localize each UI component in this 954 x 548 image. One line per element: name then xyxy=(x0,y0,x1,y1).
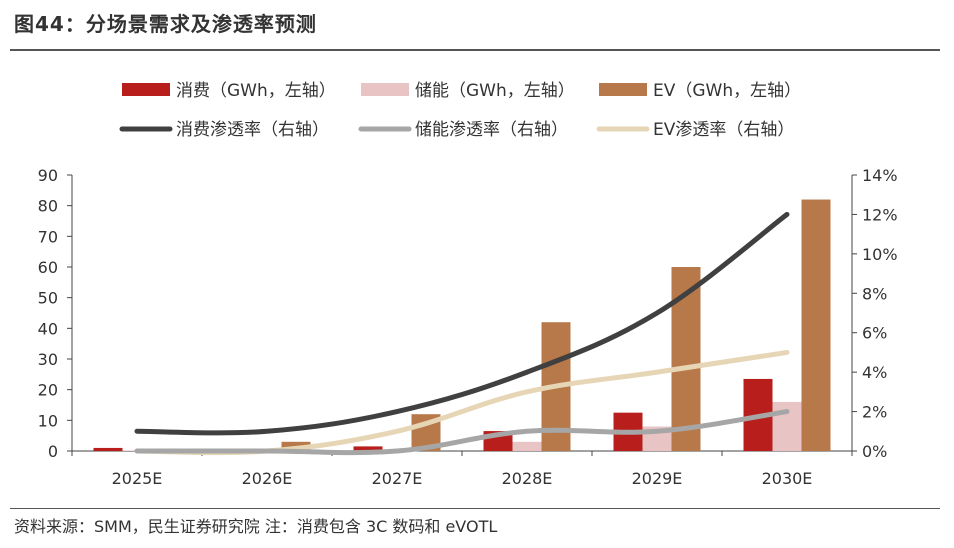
y-tick-label-right: 8% xyxy=(862,284,887,303)
series-line xyxy=(134,211,790,436)
x-tick-label: 2025E xyxy=(112,469,163,488)
top-divider xyxy=(10,49,940,51)
bar xyxy=(93,447,123,451)
y-tick-label-left: 40 xyxy=(38,319,58,338)
legend-swatch xyxy=(599,83,647,96)
y-tick-label-left: 20 xyxy=(38,381,58,400)
bar xyxy=(512,441,542,451)
lines xyxy=(134,211,790,456)
legend-label: 消费（GWh，左轴） xyxy=(176,81,336,101)
y-tick-label-left: 90 xyxy=(38,166,58,185)
axes: 0 10 20 30 40 50 60 70 80 90 0% 2% 4% 6% 8% 10% 12% 14% 20… xyxy=(38,166,898,488)
y-tick-label-left: 60 xyxy=(38,258,58,277)
y-tick-label-right: 12% xyxy=(862,205,898,224)
legend-label: 储能渗透率（右轴） xyxy=(415,120,568,140)
y-tick-label-left: 50 xyxy=(38,289,58,308)
y-tick-label-left: 30 xyxy=(38,350,58,369)
legend-label: 储能（GWh，左轴） xyxy=(415,81,575,101)
y-tick-label-right: 14% xyxy=(862,166,898,185)
y-tick-label-right: 6% xyxy=(862,324,887,343)
bottom-divider xyxy=(10,508,940,509)
series-line xyxy=(134,409,790,456)
y-tick-label-left: 70 xyxy=(38,227,58,246)
x-tick-label: 2029E xyxy=(632,469,683,488)
legend-swatch xyxy=(361,83,409,96)
legend-swatch xyxy=(122,83,170,96)
legend: 消费（GWh，左轴） 储能（GWh，左轴） EV（GWh，左轴） 消费渗透率（右轴） 储… xyxy=(119,81,801,140)
x-tick-label: 2030E xyxy=(762,469,813,488)
source-note: 资料来源：SMM，民生证券研究院 注：消费包含 3C 数码和 eVOTL xyxy=(14,517,498,536)
x-tick-label: 2026E xyxy=(242,469,293,488)
x-tick-label: 2028E xyxy=(502,469,553,488)
figure-title: 图44：分场景需求及渗透率预测 xyxy=(14,12,317,36)
legend-label: EV渗透率（右轴） xyxy=(653,120,794,140)
x-tick-label: 2027E xyxy=(372,469,423,488)
bar xyxy=(353,446,383,451)
y-tick-label-right: 4% xyxy=(862,363,887,382)
y-tick-label-left: 10 xyxy=(38,411,58,430)
legend-label: 消费渗透率（右轴） xyxy=(176,120,329,140)
y-tick-label-right: 10% xyxy=(862,245,898,264)
y-tick-label-right: 2% xyxy=(862,403,887,422)
y-tick-label-left: 0 xyxy=(48,442,58,461)
y-tick-label-right: 0% xyxy=(862,442,887,461)
legend-label: EV（GWh，左轴） xyxy=(653,81,801,101)
y-tick-label-left: 80 xyxy=(38,197,58,216)
bar xyxy=(801,199,831,451)
